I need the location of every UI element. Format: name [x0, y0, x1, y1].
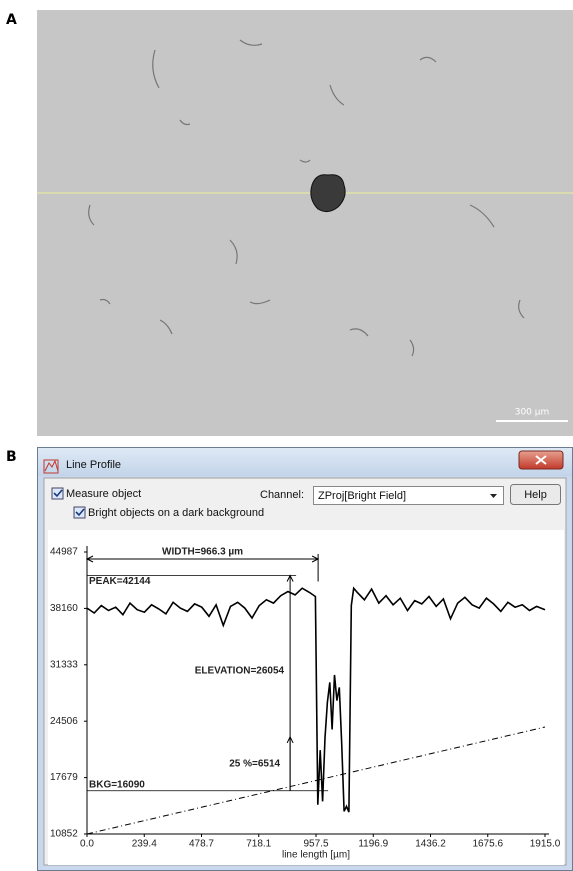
x-tick-label: 478.7	[189, 839, 214, 850]
elevation-label: ELEVATION=26054	[195, 666, 285, 677]
y-tick-label: 31333	[50, 659, 78, 670]
x-tick-label: 1436.2	[415, 839, 446, 850]
page: {"panel_labels": ["A", "B"], "scale_bar"…	[0, 0, 573, 871]
x-tick-label: 0.0	[80, 839, 94, 850]
x-tick-label: 718.1	[246, 839, 271, 850]
checkbox-label: Bright objects on a dark background	[88, 507, 264, 519]
panel-label: B	[6, 449, 17, 465]
width-label: WIDTH=966.3 µm	[162, 547, 243, 558]
y-tick-label: 38160	[50, 603, 78, 614]
y-tick-label: 10852	[50, 829, 78, 840]
x-tick-label: 1196.9	[358, 839, 388, 850]
help-button-label: Help	[524, 489, 547, 501]
panel-label: A	[6, 12, 17, 28]
figure: A 300 µm B Line Profile Measure object B…	[0, 0, 573, 871]
scale-bar-label: 300 µm	[515, 408, 550, 418]
quarter-label: 25 %=6514	[229, 758, 280, 769]
x-axis-label: line length [µm]	[282, 850, 350, 861]
channel-label: Channel:	[260, 489, 304, 501]
y-tick-label: 24506	[50, 716, 78, 727]
channel-value: ZProj[Bright Field]	[318, 490, 406, 502]
x-tick-label: 239.4	[132, 839, 157, 850]
window-title: Line Profile	[66, 459, 121, 471]
y-tick-label: 17679	[50, 772, 78, 783]
peak-label: PEAK=42144	[89, 576, 151, 587]
checkbox-label: Measure object	[66, 488, 141, 500]
x-tick-label: 957.5	[303, 839, 328, 850]
x-tick-label: 1915.0	[530, 839, 561, 850]
microscope-image	[37, 10, 573, 436]
y-tick-label: 44987	[50, 547, 78, 558]
x-tick-label: 1675.6	[472, 839, 503, 850]
bkg-label: BKG=16090	[89, 779, 145, 790]
